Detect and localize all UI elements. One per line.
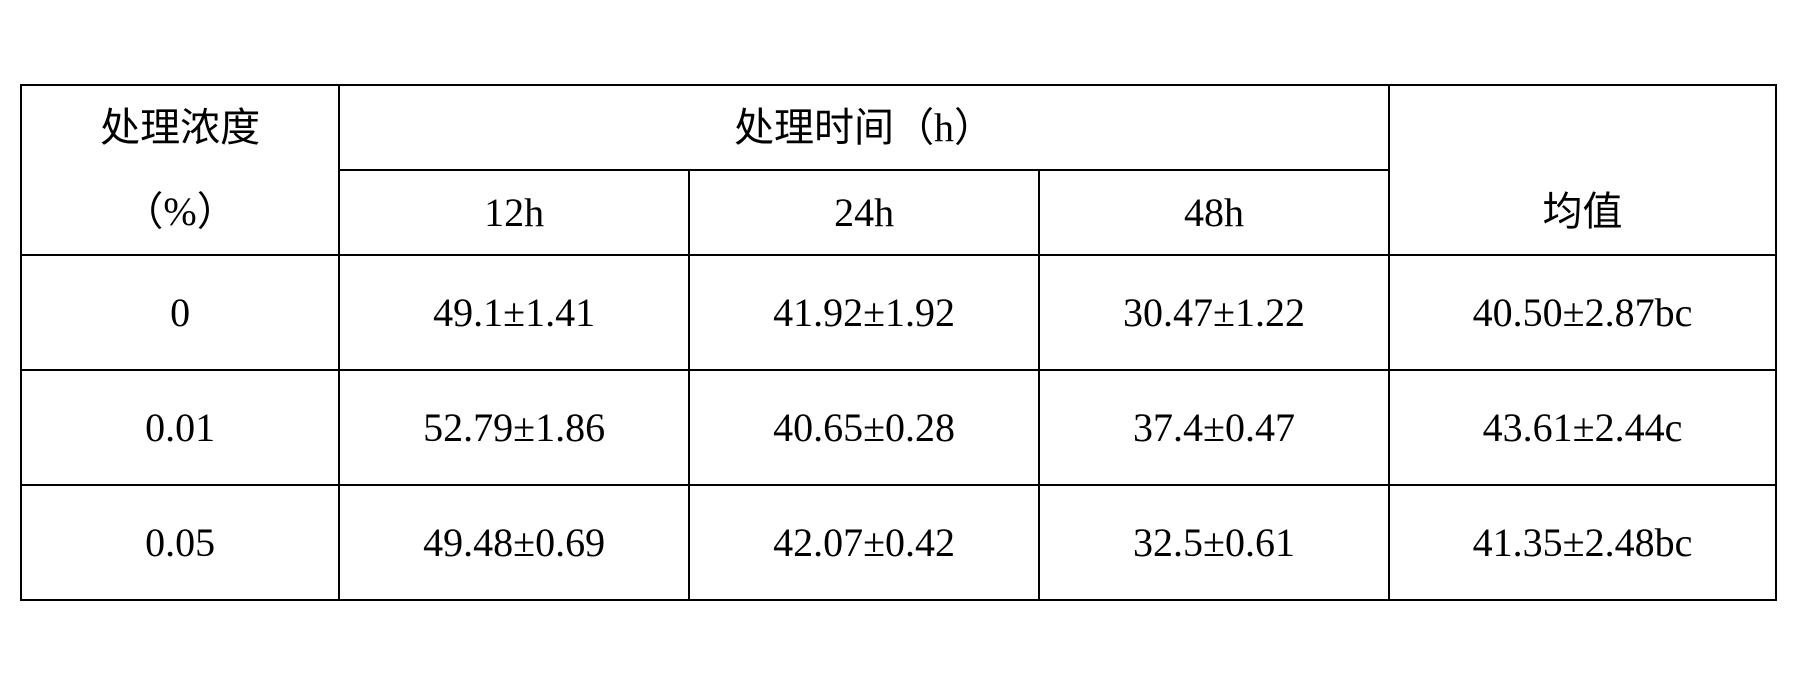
cell-value: 52.79±1.86 — [339, 370, 689, 485]
cell-concentration: 0 — [21, 255, 339, 370]
data-table-container: 处理浓度 处理时间（h） （%） 12h 24h 48h 均值 0 49.1±1… — [20, 84, 1777, 601]
cell-value: 49.1±1.41 — [339, 255, 689, 370]
header-treatment-time: 处理时间（h） — [339, 85, 1389, 170]
header-treatment-time-label-unit: （h） — [894, 105, 994, 150]
header-mean-label: 均值 — [1542, 189, 1622, 234]
header-concentration-top: 处理浓度 — [21, 85, 339, 170]
header-concentration-label-2: （%） — [123, 189, 236, 234]
table-row: 0 49.1±1.41 41.92±1.92 30.47±1.22 40.50±… — [21, 255, 1776, 370]
data-table: 处理浓度 处理时间（h） （%） 12h 24h 48h 均值 0 49.1±1… — [20, 84, 1777, 601]
cell-mean: 43.61±2.44c — [1389, 370, 1776, 485]
cell-value: 37.4±0.47 — [1039, 370, 1389, 485]
header-mean-bottom: 均值 — [1389, 170, 1776, 255]
cell-mean: 40.50±2.87bc — [1389, 255, 1776, 370]
table-row: 0.05 49.48±0.69 42.07±0.42 32.5±0.61 41.… — [21, 485, 1776, 600]
cell-value: 40.65±0.28 — [689, 370, 1039, 485]
header-concentration-label-1: 处理浓度 — [100, 105, 260, 150]
table-header-row-2: （%） 12h 24h 48h 均值 — [21, 170, 1776, 255]
cell-value: 32.5±0.61 — [1039, 485, 1389, 600]
cell-mean: 41.35±2.48bc — [1389, 485, 1776, 600]
cell-value: 30.47±1.22 — [1039, 255, 1389, 370]
cell-value: 42.07±0.42 — [689, 485, 1039, 600]
table-row: 0.01 52.79±1.86 40.65±0.28 37.4±0.47 43.… — [21, 370, 1776, 485]
header-time-12h: 12h — [339, 170, 689, 255]
cell-value: 41.92±1.92 — [689, 255, 1039, 370]
header-time-48h: 48h — [1039, 170, 1389, 255]
header-mean-top — [1389, 85, 1776, 170]
cell-concentration: 0.01 — [21, 370, 339, 485]
table-header-row-1: 处理浓度 处理时间（h） — [21, 85, 1776, 170]
header-time-24h: 24h — [689, 170, 1039, 255]
header-treatment-time-label-cn: 处理时间 — [734, 105, 894, 150]
cell-concentration: 0.05 — [21, 485, 339, 600]
cell-value: 49.48±0.69 — [339, 485, 689, 600]
header-concentration-bottom: （%） — [21, 170, 339, 255]
